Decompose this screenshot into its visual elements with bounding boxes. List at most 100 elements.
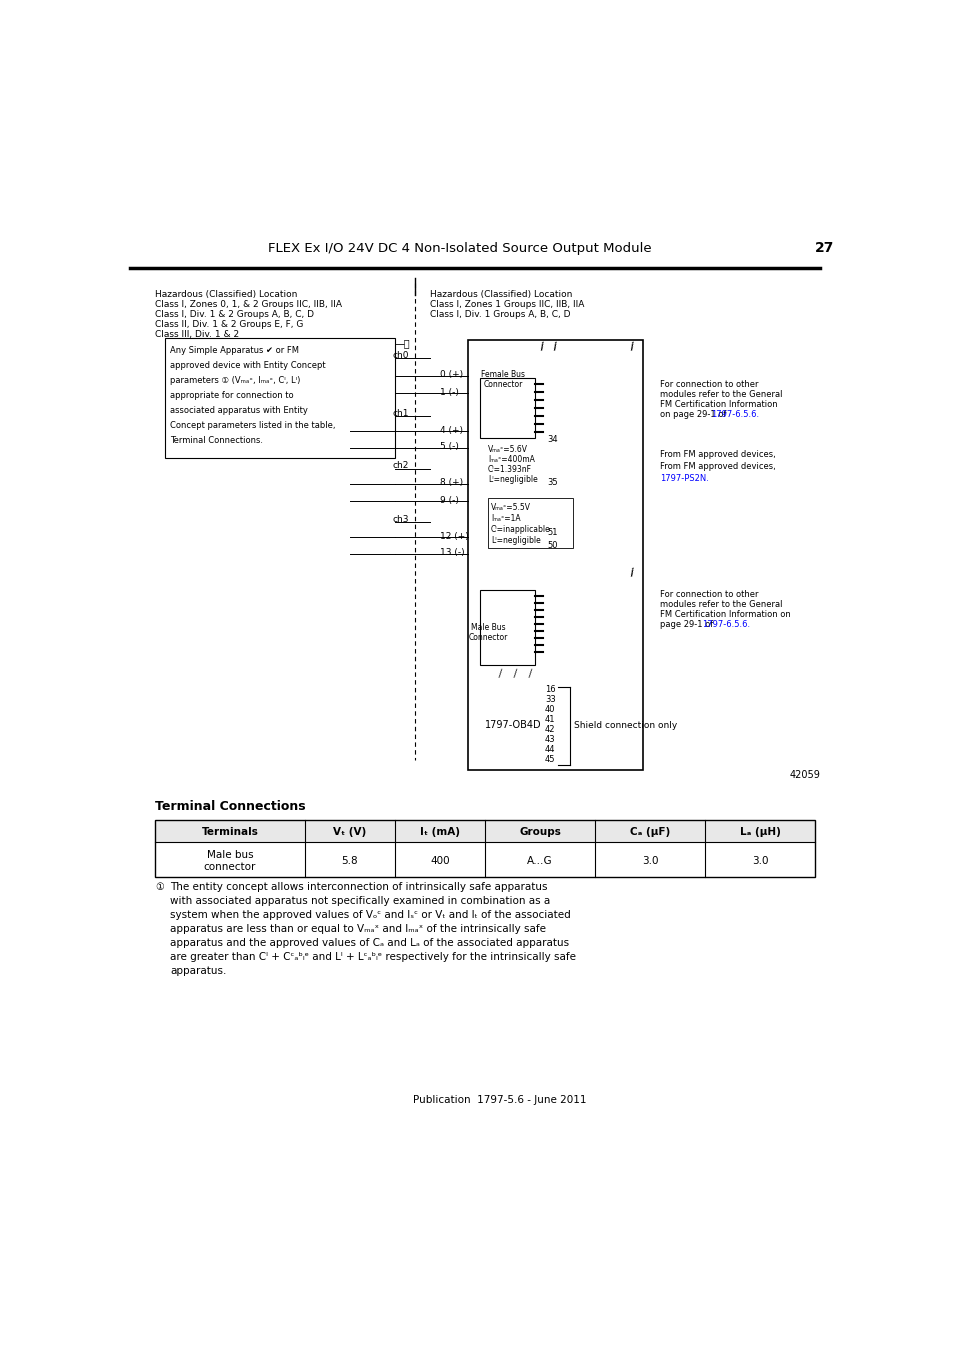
- Text: modules refer to the General: modules refer to the General: [659, 599, 781, 609]
- Text: ch2: ch2: [393, 462, 409, 471]
- Text: FM Certification Information: FM Certification Information: [659, 400, 777, 409]
- Text: For connection to other: For connection to other: [659, 379, 758, 389]
- Text: —⧉: —⧉: [395, 338, 410, 348]
- Text: Lᴵ=negligible: Lᴵ=negligible: [488, 475, 537, 485]
- Text: 5 (-): 5 (-): [439, 443, 458, 451]
- Text: From FM approved devices,: From FM approved devices,: [659, 450, 775, 459]
- Text: Cᴵ=inapplicable: Cᴵ=inapplicable: [491, 525, 550, 535]
- Text: 41: 41: [544, 716, 555, 725]
- Bar: [488, 498, 573, 548]
- Text: Hazardous (Classified) Location: Hazardous (Classified) Location: [154, 290, 297, 298]
- Text: 400: 400: [430, 856, 450, 865]
- Text: appropriate for connection to: appropriate for connection to: [170, 392, 294, 400]
- Text: 1797-OB4D: 1797-OB4D: [484, 720, 540, 730]
- Text: 8 (+): 8 (+): [439, 478, 462, 487]
- Text: ch1: ch1: [393, 409, 409, 417]
- Text: 42059: 42059: [788, 769, 820, 780]
- Text: with associated apparatus not specifically examined in combination as a: with associated apparatus not specifical…: [170, 896, 550, 906]
- Text: 0 (+): 0 (+): [439, 370, 462, 379]
- Text: 50: 50: [546, 541, 557, 549]
- Text: 1797-6.5.6.: 1797-6.5.6.: [700, 620, 749, 629]
- Text: connector: connector: [204, 863, 256, 872]
- Text: apparatus are less than or equal to Vₘₐˣ and Iₘₐˣ of the intrinsically safe: apparatus are less than or equal to Vₘₐˣ…: [170, 923, 545, 934]
- Text: 34: 34: [546, 435, 558, 444]
- Text: Terminal Connections: Terminal Connections: [154, 801, 305, 813]
- Text: 1797-6.5.6.: 1797-6.5.6.: [710, 410, 759, 418]
- Text: Male bus: Male bus: [207, 849, 253, 860]
- Text: are greater than Cᴵ + Cᶜₐᵇₗᵉ and Lᴵ + Lᶜₐᵇₗᵉ respectively for the intrinsically : are greater than Cᴵ + Cᶜₐᵇₗᵉ and Lᴵ + Lᶜ…: [170, 952, 576, 963]
- Bar: [154, 819, 814, 842]
- Text: Class I, Zones 0, 1, & 2 Groups IIC, IIB, IIA: Class I, Zones 0, 1, & 2 Groups IIC, IIB…: [154, 300, 341, 309]
- Text: associated apparatus with Entity: associated apparatus with Entity: [170, 406, 308, 414]
- Text: 35: 35: [546, 478, 558, 487]
- Text: Concept parameters listed in the table,: Concept parameters listed in the table,: [170, 421, 335, 431]
- Text: Cₐ (μF): Cₐ (μF): [629, 828, 669, 837]
- Text: 5.8: 5.8: [341, 856, 358, 865]
- Text: Vₘₐˣ=5.6V: Vₘₐˣ=5.6V: [488, 446, 527, 454]
- Text: parameters ① (Vₘₐˣ, Iₘₐˣ, Cᴵ, Lᴵ): parameters ① (Vₘₐˣ, Iₘₐˣ, Cᴵ, Lᴵ): [170, 377, 300, 385]
- Text: Cᴵ=1.393nF: Cᴵ=1.393nF: [488, 464, 532, 474]
- Text: on page 29-1 of: on page 29-1 of: [659, 410, 728, 418]
- Text: ⁄⁄: ⁄⁄: [539, 342, 546, 352]
- Bar: [154, 819, 814, 878]
- Text: 27: 27: [814, 242, 834, 255]
- Text: apparatus and the approved values of Cₐ and Lₐ of the associated apparatus: apparatus and the approved values of Cₐ …: [170, 938, 569, 948]
- Text: For connection to other: For connection to other: [659, 590, 758, 599]
- Text: 12 (+): 12 (+): [439, 532, 468, 540]
- Text: ⁄⁄: ⁄⁄: [553, 342, 558, 352]
- Text: ch0: ch0: [393, 351, 409, 359]
- Text: approved device with Entity Concept: approved device with Entity Concept: [170, 360, 325, 370]
- Text: Class II, Div. 1 & 2 Groups E, F, G: Class II, Div. 1 & 2 Groups E, F, G: [154, 320, 303, 329]
- Text: ch3: ch3: [393, 514, 409, 524]
- Text: system when the approved values of Vₒᶜ and Iₛᶜ or Vₜ and Iₜ of the associated: system when the approved values of Vₒᶜ a…: [170, 910, 570, 919]
- Text: ⁄: ⁄: [527, 670, 532, 680]
- Bar: [165, 338, 395, 458]
- Text: ⁄: ⁄: [497, 670, 501, 680]
- Text: 9 (-): 9 (-): [439, 495, 458, 505]
- Text: Publication  1797-5.6 - June 2011: Publication 1797-5.6 - June 2011: [413, 1095, 586, 1106]
- Text: page 29-1 of: page 29-1 of: [659, 620, 715, 629]
- Text: ⁄: ⁄: [513, 670, 517, 680]
- Text: 40: 40: [544, 706, 555, 714]
- Bar: [479, 590, 535, 666]
- Text: A…G: A…G: [527, 856, 552, 865]
- Text: Groups: Groups: [518, 828, 560, 837]
- Text: FM Certification Information on: FM Certification Information on: [659, 610, 790, 620]
- Text: Class III, Div. 1 & 2: Class III, Div. 1 & 2: [154, 329, 239, 339]
- Text: 45: 45: [544, 756, 555, 764]
- Text: Class I, Div. 1 Groups A, B, C, D: Class I, Div. 1 Groups A, B, C, D: [430, 310, 570, 319]
- Text: 1797-PS2N.: 1797-PS2N.: [659, 474, 708, 483]
- Text: 43: 43: [544, 736, 555, 744]
- Text: Female Bus
Connector: Female Bus Connector: [480, 370, 524, 389]
- Text: Lᴵ=negligible: Lᴵ=negligible: [491, 536, 540, 545]
- Text: The entity concept allows interconnection of intrinsically safe apparatus: The entity concept allows interconnectio…: [170, 882, 547, 892]
- Text: 44: 44: [544, 745, 555, 755]
- Text: Lₐ (μH): Lₐ (μH): [739, 828, 780, 837]
- Text: Hazardous (Classified) Location: Hazardous (Classified) Location: [430, 290, 572, 298]
- Text: Any Simple Apparatus ✔ or FM: Any Simple Apparatus ✔ or FM: [170, 346, 298, 355]
- Text: Iₘₐˣ=400mA: Iₘₐˣ=400mA: [488, 455, 535, 464]
- Text: From FM approved devices,: From FM approved devices,: [659, 462, 775, 471]
- Text: Iₘₐˣ=1A: Iₘₐˣ=1A: [491, 514, 520, 522]
- Text: Terminals: Terminals: [201, 828, 258, 837]
- Text: ⁄⁄: ⁄⁄: [629, 568, 636, 579]
- Text: 4 (+): 4 (+): [439, 425, 462, 435]
- Text: 42: 42: [544, 725, 555, 734]
- Text: apparatus.: apparatus.: [170, 967, 226, 976]
- Text: Vₜ (V): Vₜ (V): [333, 828, 366, 837]
- Text: ①: ①: [154, 882, 164, 892]
- Text: 3.0: 3.0: [641, 856, 658, 865]
- Text: Class I, Zones 1 Groups IIC, IIB, IIA: Class I, Zones 1 Groups IIC, IIB, IIA: [430, 300, 584, 309]
- Text: 33: 33: [544, 695, 556, 705]
- Text: Terminal Connections.: Terminal Connections.: [170, 436, 263, 446]
- Text: Shield connection only: Shield connection only: [574, 721, 677, 730]
- Text: FLEX Ex I/O 24V DC 4 Non-Isolated Source Output Module: FLEX Ex I/O 24V DC 4 Non-Isolated Source…: [268, 242, 651, 255]
- Text: Male Bus
Connector: Male Bus Connector: [468, 622, 507, 643]
- Text: modules refer to the General: modules refer to the General: [659, 390, 781, 400]
- Text: Vₘₐˣ=5.5V: Vₘₐˣ=5.5V: [491, 504, 531, 512]
- Text: 3.0: 3.0: [751, 856, 767, 865]
- Text: 1 (-): 1 (-): [439, 387, 458, 397]
- Text: 16: 16: [544, 686, 555, 694]
- Text: Iₜ (mA): Iₜ (mA): [419, 828, 459, 837]
- Bar: [468, 340, 642, 770]
